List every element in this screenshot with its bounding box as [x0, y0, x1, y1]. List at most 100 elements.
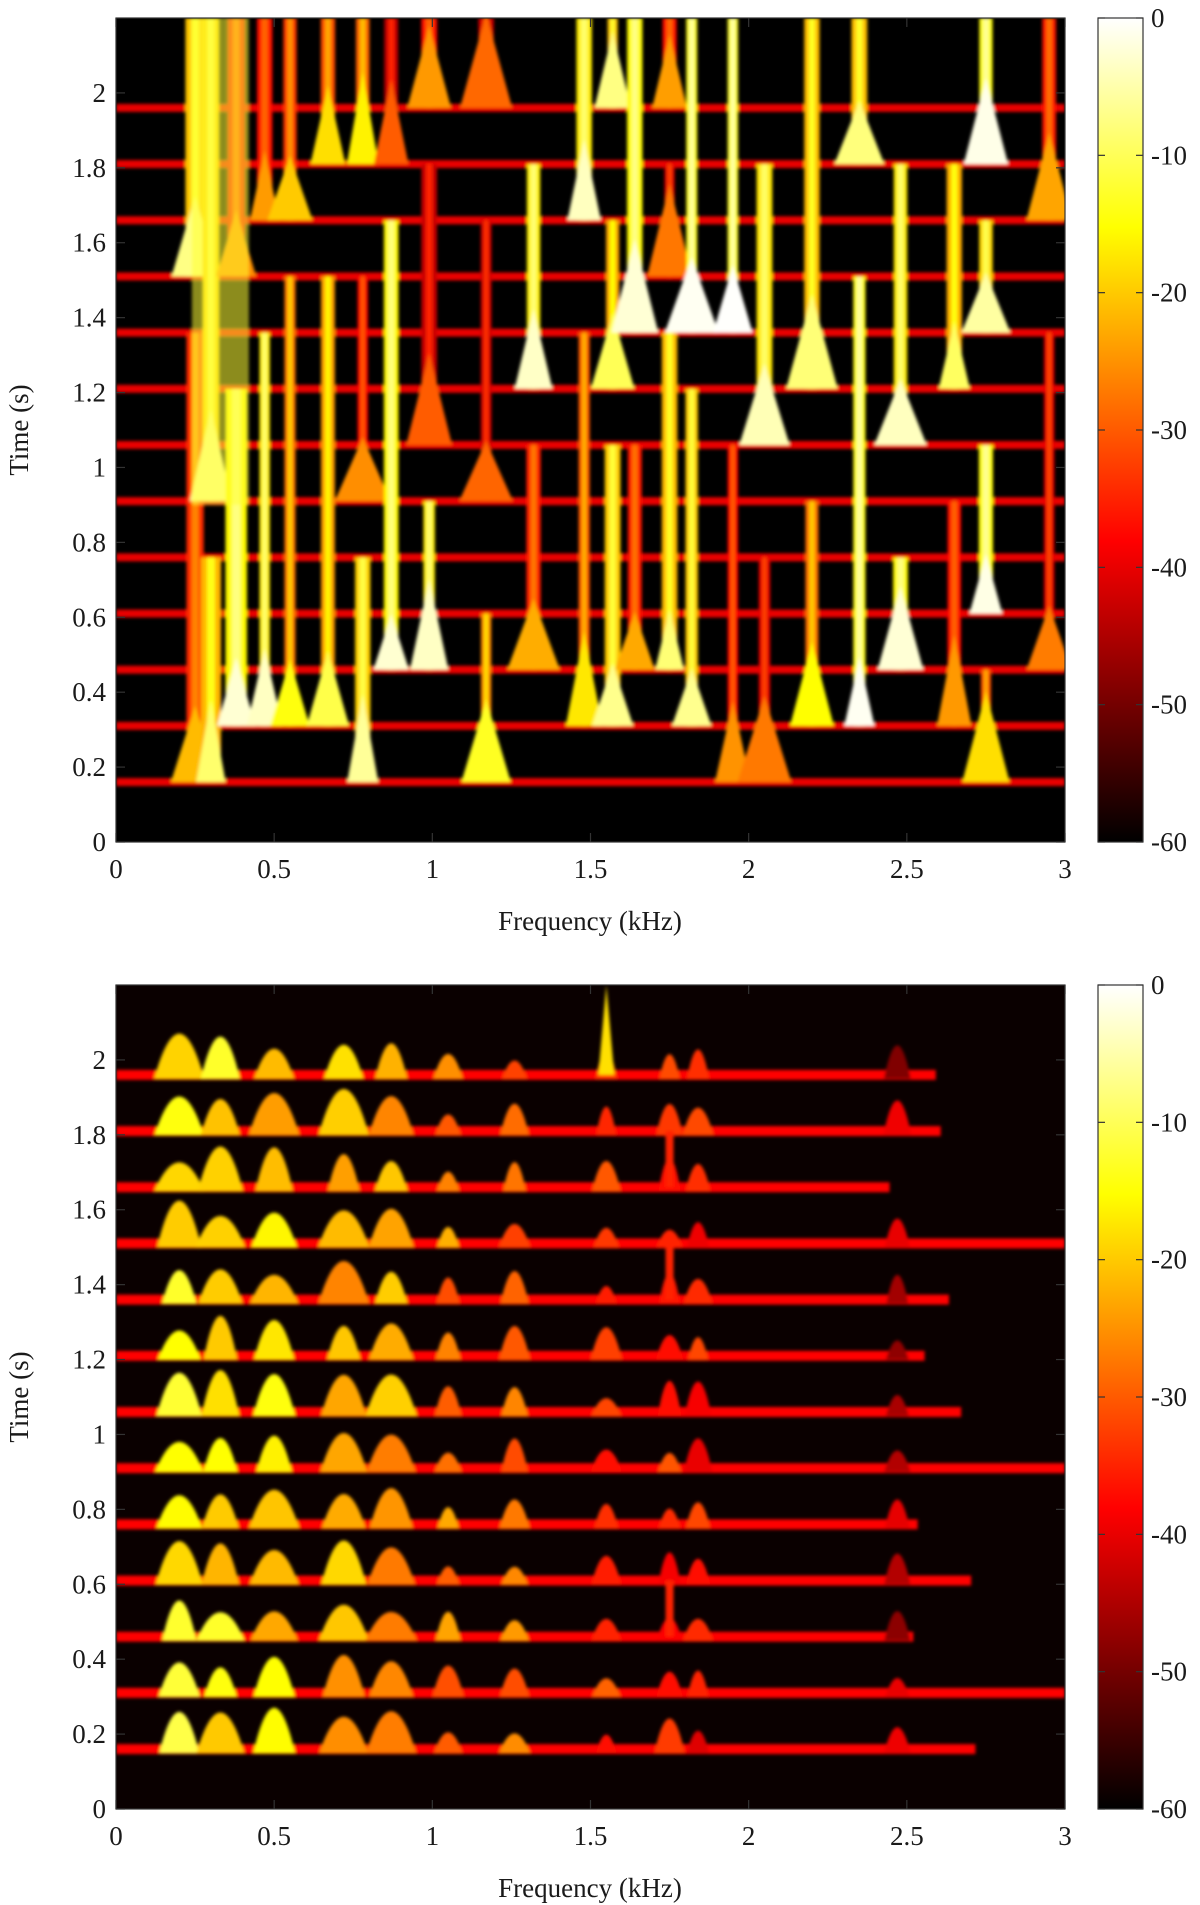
harmonic-peak	[501, 1387, 528, 1416]
onset-peak	[786, 294, 838, 389]
x-tick-label: 0.5	[257, 1821, 291, 1851]
harmonic-peak	[319, 1716, 369, 1754]
harmonic-peak	[657, 1452, 682, 1473]
frame-envelope	[116, 1687, 1065, 1698]
harmonic-peak	[198, 1269, 243, 1304]
harmonic-peak	[256, 1435, 293, 1473]
harmonic-peak	[500, 1271, 529, 1304]
harmonic-peak	[590, 1327, 623, 1360]
harmonic-peak	[322, 1655, 365, 1697]
x-tick-label: 1	[426, 854, 440, 884]
onset-peak	[611, 239, 659, 333]
x-tick-label: 2	[742, 1821, 756, 1851]
harmonic-peak	[883, 1045, 911, 1079]
harmonic-peak	[162, 1600, 197, 1641]
harmonic-peak	[435, 1114, 462, 1136]
harmonic-peak	[883, 1727, 911, 1754]
harmonic-peak	[686, 1730, 710, 1754]
harmonic-peak	[253, 1374, 296, 1416]
vertical-ridge	[665, 1131, 674, 1188]
harmonic-peak	[595, 1734, 617, 1754]
y-tick-label: 0.8	[72, 1494, 106, 1524]
frame-line	[116, 440, 1065, 449]
frame-line	[116, 384, 1065, 393]
spectral-ridge-core	[426, 164, 433, 445]
harmonic-peak	[682, 1107, 714, 1136]
harmonic-peak	[437, 1507, 459, 1529]
y-tick-label: 2	[93, 1045, 107, 1075]
harmonic-peak	[250, 1611, 298, 1641]
harmonic-peak	[203, 1438, 238, 1473]
harmonic-peak	[654, 1718, 685, 1754]
spectral-ridge-core	[951, 164, 958, 389]
y-axis-ticks-bottom: 0 0.2 0.4 0.6 0.8 1 1.2 1.4 1.6 1.8 2	[72, 1045, 1065, 1824]
onset-peak	[216, 657, 256, 726]
spectral-ridge-core	[856, 276, 862, 726]
frame-envelope	[116, 1406, 962, 1417]
onset-peak	[270, 659, 310, 726]
harmonic-peak	[368, 1323, 414, 1360]
harmonic-peak	[885, 1678, 910, 1697]
harmonic-peak	[437, 1226, 460, 1248]
spectral-marks-bottom	[116, 985, 1065, 1755]
y-tick-label: 1.8	[72, 153, 106, 183]
spectral-ridge-core	[1047, 332, 1052, 670]
spectral-ridge-core	[609, 444, 616, 726]
onset-peak	[963, 77, 1009, 165]
colorbar-tick-label: -20	[1151, 1245, 1187, 1275]
onset-peak	[737, 695, 792, 783]
harmonic-peak	[499, 1499, 530, 1529]
frame-line	[116, 553, 1065, 562]
harmonic-peak	[686, 1222, 710, 1248]
spectral-ridge-core	[261, 18, 268, 221]
onset-peak	[969, 553, 1003, 614]
spectral-ridge-core	[360, 276, 365, 502]
spectral-ridge-core	[231, 388, 241, 726]
spectral-ridge-core	[287, 18, 293, 221]
frame-line	[116, 609, 1065, 618]
harmonic-peak	[154, 1033, 205, 1079]
onset-peak	[664, 257, 719, 333]
harmonic-peak	[195, 1215, 246, 1248]
frame-envelope	[116, 1069, 936, 1080]
colorbar-ticks-top: 0 -10 -20 -30 -40 -50 -60	[1098, 3, 1187, 857]
spectral-ridge-core	[287, 276, 293, 726]
onset-peak	[652, 34, 687, 108]
spectral-ridge-core	[983, 444, 989, 614]
harmonic-peak	[658, 1508, 681, 1529]
harmonic-peak	[154, 1441, 204, 1473]
harmonic-peak	[318, 1604, 369, 1641]
spectral-ridge-core	[206, 557, 215, 783]
spectral-ridge-core	[762, 557, 767, 783]
harmonic-peak	[203, 1667, 237, 1697]
harmonic-peak	[656, 1671, 683, 1697]
harmonic-peak	[196, 1712, 245, 1754]
harmonic-peak	[156, 1495, 203, 1529]
harmonic-peak	[593, 1227, 620, 1248]
onset-peak	[1026, 132, 1065, 221]
frame-line	[116, 272, 1065, 281]
harmonic-peak	[251, 1212, 298, 1248]
frame-line	[116, 328, 1065, 337]
onset-peak	[938, 321, 970, 389]
spectral-marks-top	[116, 18, 1065, 787]
harmonic-peak	[318, 1261, 370, 1304]
y-tick-label: 0	[93, 1794, 107, 1824]
harmonic-peak	[154, 1096, 205, 1136]
colorbar-top	[1097, 17, 1144, 843]
x-tick-label: 0.5	[257, 854, 291, 884]
onset-peak	[407, 25, 452, 108]
harmonic-peak	[435, 1332, 461, 1360]
y-tick-label: 0.4	[72, 677, 106, 707]
onset-peak	[655, 609, 685, 670]
frame-envelope	[116, 1294, 949, 1305]
colorbar-tick-label: -10	[1151, 1107, 1187, 1137]
harmonic-peak	[594, 1503, 619, 1529]
vertical-ridge	[665, 1580, 674, 1637]
harmonic-peak	[154, 1162, 205, 1192]
colorbar-tick-label: -40	[1151, 552, 1187, 582]
onset-peak	[789, 642, 834, 726]
onset-peak	[249, 150, 280, 221]
x-axis-ticks-bottom: 0 0.5 1 1.5 2 2.5 3	[109, 985, 1072, 1851]
harmonic-peak	[885, 1394, 909, 1416]
